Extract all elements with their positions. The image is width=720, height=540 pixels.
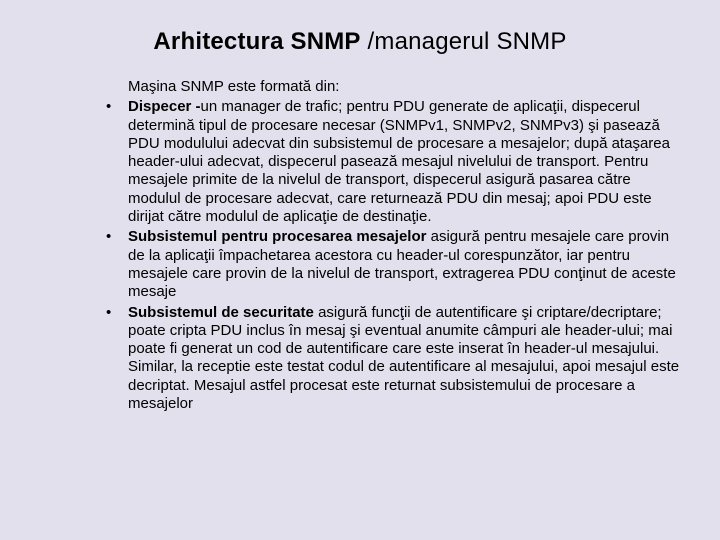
page-title: Arhitectura SNMP /managerul SNMP — [40, 28, 680, 56]
slide: Arhitectura SNMP /managerul SNMP Maşina … — [0, 0, 720, 540]
intro-line: Maşina SNMP este formată din: — [128, 78, 680, 96]
bullet-lead: Subsistemul pentru procesarea mesajelor — [128, 228, 426, 245]
bullet-lead: Subsistemul de securitate — [128, 304, 314, 321]
title-bold: Arhitectura SNMP — [153, 28, 360, 55]
list-item: Subsistemul pentru procesarea mesajelor … — [100, 228, 680, 301]
content-block: Maşina SNMP este formată din: Dispecer -… — [40, 78, 680, 413]
title-regular: /managerul SNMP — [361, 28, 567, 55]
list-item: Dispecer -un manager de trafic; pentru P… — [100, 98, 680, 226]
bullet-text: un manager de trafic; pentru PDU generat… — [128, 98, 670, 225]
list-item: Subsistemul de securitate asigură funcţi… — [100, 304, 680, 414]
bullet-list: Dispecer -un manager de trafic; pentru P… — [100, 98, 680, 413]
bullet-lead: Dispecer - — [128, 98, 201, 115]
